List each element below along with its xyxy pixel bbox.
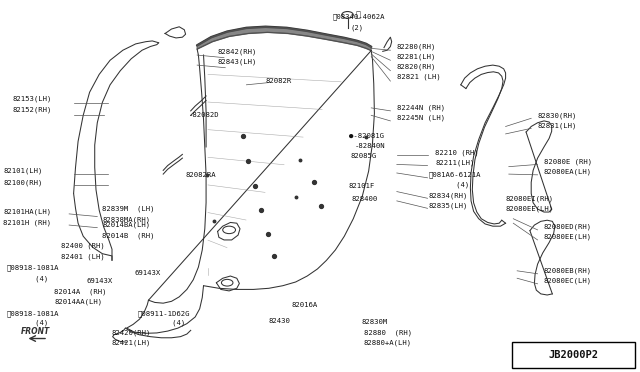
Text: (4): (4) (443, 182, 469, 188)
Text: (4): (4) (22, 275, 49, 282)
Text: 82835(LH): 82835(LH) (429, 202, 468, 209)
Text: 82834(RH): 82834(RH) (429, 192, 468, 199)
Text: 82843(LH): 82843(LH) (218, 58, 257, 65)
Text: 82080EE(LH): 82080EE(LH) (544, 234, 592, 240)
Text: (4): (4) (159, 320, 185, 326)
Text: 828400: 828400 (352, 196, 378, 202)
Text: ⓝ08911-1D62G: ⓝ08911-1D62G (138, 310, 190, 317)
Text: -82082D: -82082D (189, 112, 220, 118)
Polygon shape (197, 27, 371, 51)
Text: (4): (4) (22, 320, 49, 326)
Text: 82080EI(RH): 82080EI(RH) (506, 196, 554, 202)
Text: 82830M: 82830M (362, 319, 388, 325)
Text: 82082R: 82082R (266, 78, 292, 84)
Text: 82831(LH): 82831(LH) (538, 122, 577, 129)
Text: 69143X: 69143X (86, 278, 113, 284)
Text: 82400 (RH): 82400 (RH) (61, 242, 104, 249)
Text: 82080E (RH): 82080E (RH) (544, 158, 592, 165)
Text: 82016A: 82016A (291, 302, 317, 308)
Text: 82245N (LH): 82245N (LH) (397, 115, 445, 121)
Text: 82101(LH): 82101(LH) (3, 168, 43, 174)
Text: 82080ED(RH): 82080ED(RH) (544, 224, 592, 230)
Bar (512, 342, 635, 368)
Text: 82880+A(LH): 82880+A(LH) (364, 340, 412, 346)
Text: 82211(LH): 82211(LH) (435, 159, 475, 166)
Text: 82101HA(LH): 82101HA(LH) (3, 209, 51, 215)
Text: -82840N: -82840N (355, 143, 386, 149)
Text: 82420(RH): 82420(RH) (112, 330, 152, 336)
Text: ⓝ08918-1081A: ⓝ08918-1081A (6, 310, 59, 317)
Text: ⒲081A6-6121A: ⒲081A6-6121A (429, 171, 481, 178)
Text: 82838MA(RH): 82838MA(RH) (102, 216, 150, 223)
Text: 82152(RH): 82152(RH) (13, 106, 52, 113)
Text: 82080EC(LH): 82080EC(LH) (544, 278, 592, 284)
Text: 82280(RH): 82280(RH) (397, 43, 436, 50)
Text: 82101F: 82101F (349, 183, 375, 189)
Text: FRONT: FRONT (20, 327, 50, 336)
Text: 82153(LH): 82153(LH) (13, 95, 52, 102)
Text: 82101H (RH): 82101H (RH) (3, 220, 51, 227)
Text: (2): (2) (351, 25, 364, 31)
Text: 82014B  (RH): 82014B (RH) (102, 233, 155, 240)
Text: Ⓢ: Ⓢ (355, 10, 360, 19)
Text: 82244N (RH): 82244N (RH) (397, 105, 445, 111)
Text: 82080EE(LH): 82080EE(LH) (506, 206, 554, 212)
Text: 82082RA: 82082RA (186, 172, 216, 178)
Text: 82014AA(LH): 82014AA(LH) (54, 299, 102, 305)
Text: 82820(RH): 82820(RH) (397, 64, 436, 70)
Text: 82281(LH): 82281(LH) (397, 53, 436, 60)
Text: 82080EB(RH): 82080EB(RH) (544, 267, 592, 274)
Text: 82080EA(LH): 82080EA(LH) (544, 169, 592, 175)
Text: 82430: 82430 (269, 318, 291, 324)
Text: 82821 (LH): 82821 (LH) (397, 74, 440, 80)
Text: 82830(RH): 82830(RH) (538, 112, 577, 119)
Text: 82210 (RH): 82210 (RH) (435, 149, 479, 156)
Text: 82880  (RH): 82880 (RH) (364, 330, 412, 336)
Text: 82014BA(LH): 82014BA(LH) (102, 222, 150, 228)
Text: 82842(RH): 82842(RH) (218, 48, 257, 55)
Text: 69143X: 69143X (134, 270, 161, 276)
Text: Ⓢ08340-4062A: Ⓢ08340-4062A (333, 13, 385, 20)
Text: ●-82081G: ●-82081G (349, 133, 384, 139)
Text: 82839M  (LH): 82839M (LH) (102, 205, 155, 212)
Text: 82100(RH): 82100(RH) (3, 179, 43, 186)
Text: ⓝ08918-1081A: ⓝ08918-1081A (6, 264, 59, 271)
Text: 82421(LH): 82421(LH) (112, 340, 152, 346)
Text: 82401 (LH): 82401 (LH) (61, 253, 104, 260)
Text: 82085G: 82085G (351, 153, 377, 159)
Text: JB2000P2: JB2000P2 (548, 350, 598, 360)
Text: 82014A  (RH): 82014A (RH) (54, 289, 107, 295)
